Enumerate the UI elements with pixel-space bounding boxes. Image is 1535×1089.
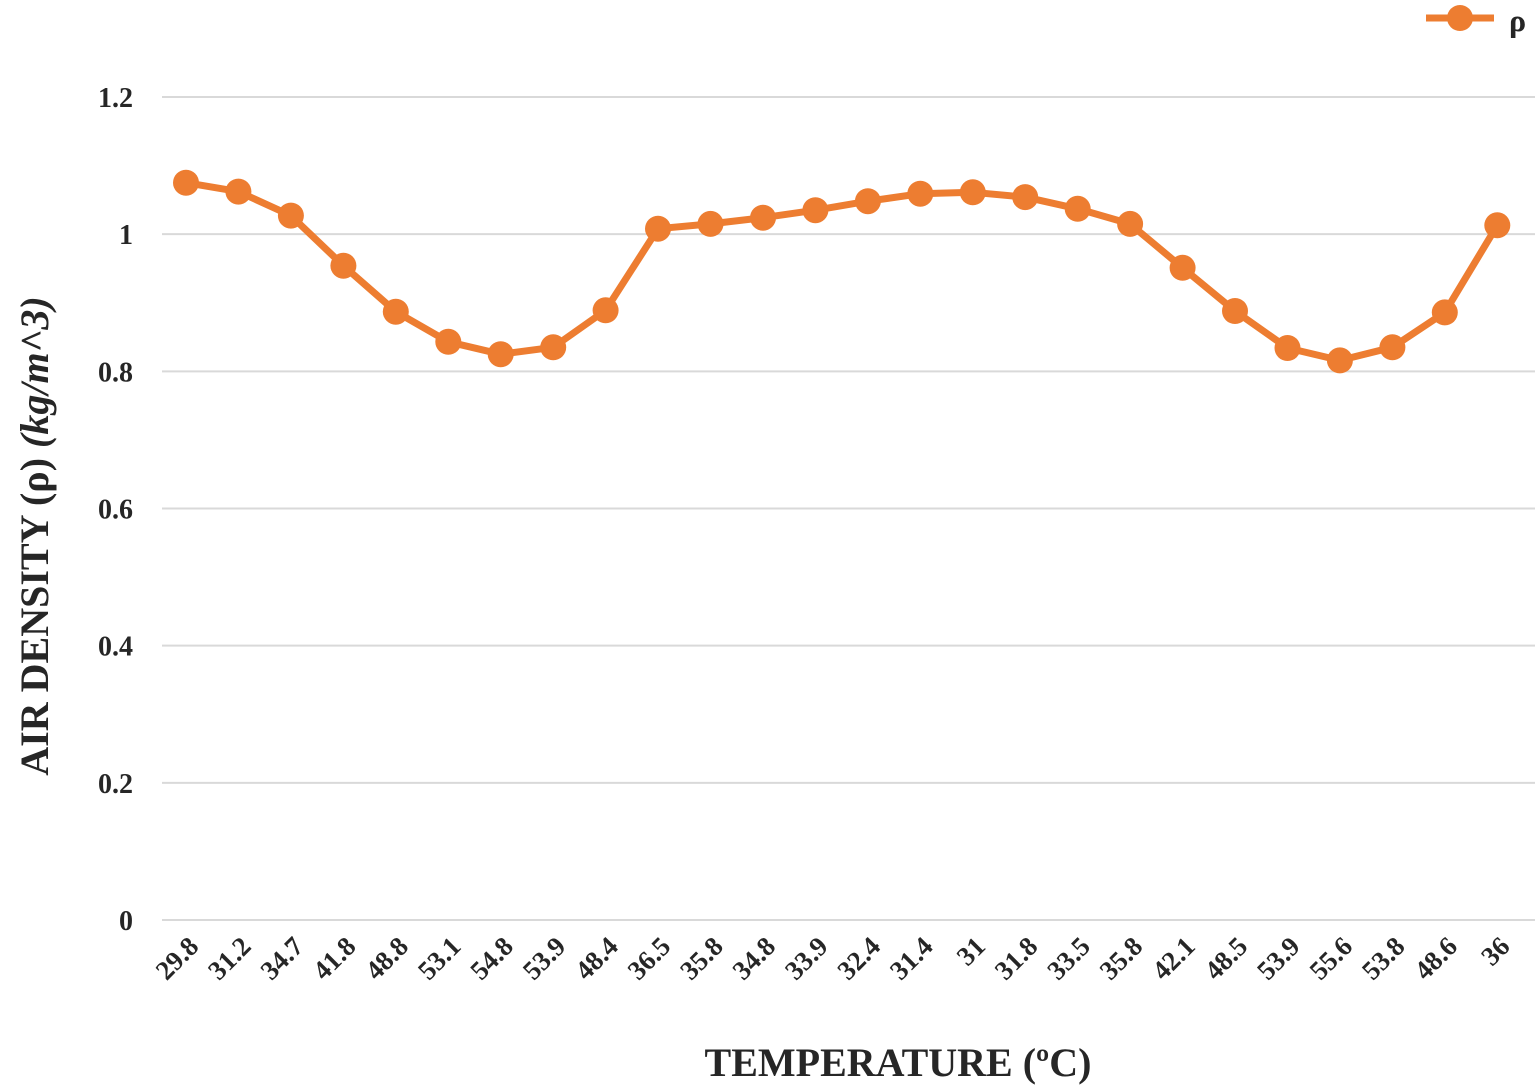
x-tick-label: 32.4: [831, 931, 886, 986]
x-tick-label: 48.8: [359, 931, 414, 986]
data-point: [277, 202, 304, 229]
data-point: [959, 179, 986, 206]
gridlines: [162, 96, 1535, 921]
y-axis-title: AIR DENSITY (ρ) (kg/m^3): [12, 296, 57, 775]
y-tick-label: 1: [119, 220, 133, 251]
x-tick-label: 31: [951, 931, 991, 971]
data-point: [173, 169, 199, 196]
data-point: [1431, 299, 1458, 326]
data-point: [697, 210, 724, 237]
x-tick-label: 48.4: [569, 931, 624, 986]
y-tick-label: 0.2: [98, 769, 133, 800]
x-tick-label: 36: [1475, 931, 1515, 971]
y-axis-ticks: 0 0.2 0.4 0.6 0.8 1 1.2: [98, 83, 133, 937]
y-tick-label: 0.8: [98, 357, 133, 388]
data-point: [225, 178, 252, 205]
x-tick-label: 54.8: [464, 931, 519, 986]
x-tick-label: 33.5: [1041, 931, 1096, 986]
y-axis-title-main: AIR DENSITY (ρ): [12, 448, 57, 776]
data-point: [540, 334, 567, 361]
legend-label: ρ: [1509, 2, 1526, 38]
x-tick-label: 42.1: [1146, 931, 1201, 986]
data-point: [382, 298, 409, 325]
data-point: [1379, 334, 1406, 361]
data-point: [1169, 254, 1196, 281]
legend: ρ: [1426, 2, 1526, 38]
x-axis-ticks: 29.831.234.741.848.853.154.853.948.436.5…: [150, 931, 1516, 986]
data-point: [1064, 195, 1091, 222]
x-tick-label: 48.5: [1199, 931, 1254, 986]
data-point: [1274, 335, 1301, 361]
x-tick-label: 53.9: [517, 931, 572, 986]
data-point: [750, 204, 776, 231]
x-tick-label: 36.5: [622, 931, 677, 986]
x-tick-label: 31.2: [202, 931, 257, 986]
x-tick-label: 31.4: [884, 931, 939, 986]
data-point: [907, 180, 934, 207]
x-axis-title: TEMPERATURE (ºC): [705, 1040, 1092, 1085]
data-point: [1222, 298, 1248, 324]
y-tick-label: 0: [119, 906, 133, 937]
x-tick-label: 34.8: [727, 931, 782, 986]
data-point: [854, 188, 881, 215]
x-tick-label: 35.8: [674, 931, 729, 986]
data-point: [645, 215, 671, 242]
legend-point-marker: [1447, 5, 1473, 31]
series-line-rho: [182, 179, 1501, 364]
data-point: [487, 341, 514, 368]
y-axis-title-unit: (kg/m^3): [12, 296, 57, 448]
x-tick-label: 53.9: [1251, 931, 1306, 986]
y-tick-label: 0.6: [98, 495, 133, 526]
x-tick-label: 34.7: [255, 931, 310, 986]
data-point: [1326, 347, 1353, 374]
x-tick-label: 41.8: [307, 931, 362, 986]
x-tick-label: 55.6: [1304, 931, 1359, 986]
x-tick-label: 53.8: [1356, 931, 1411, 986]
x-tick-label: 35.8: [1094, 931, 1149, 986]
data-point: [1012, 184, 1039, 211]
series-layer: [173, 169, 1511, 374]
data-point: [1484, 212, 1511, 239]
y-tick-label: 0.4: [98, 632, 133, 663]
x-tick-label: 33.9: [779, 931, 834, 986]
data-point: [1117, 210, 1144, 237]
x-tick-label: 29.8: [150, 931, 205, 986]
data-point: [802, 197, 829, 224]
x-tick-label: 53.1: [412, 931, 467, 986]
data-point: [592, 297, 619, 324]
x-tick-label: 48.6: [1408, 931, 1463, 986]
data-point: [330, 252, 357, 279]
x-tick-label: 31.8: [989, 931, 1044, 986]
data-point: [435, 328, 462, 355]
y-tick-label: 1.2: [98, 83, 133, 114]
